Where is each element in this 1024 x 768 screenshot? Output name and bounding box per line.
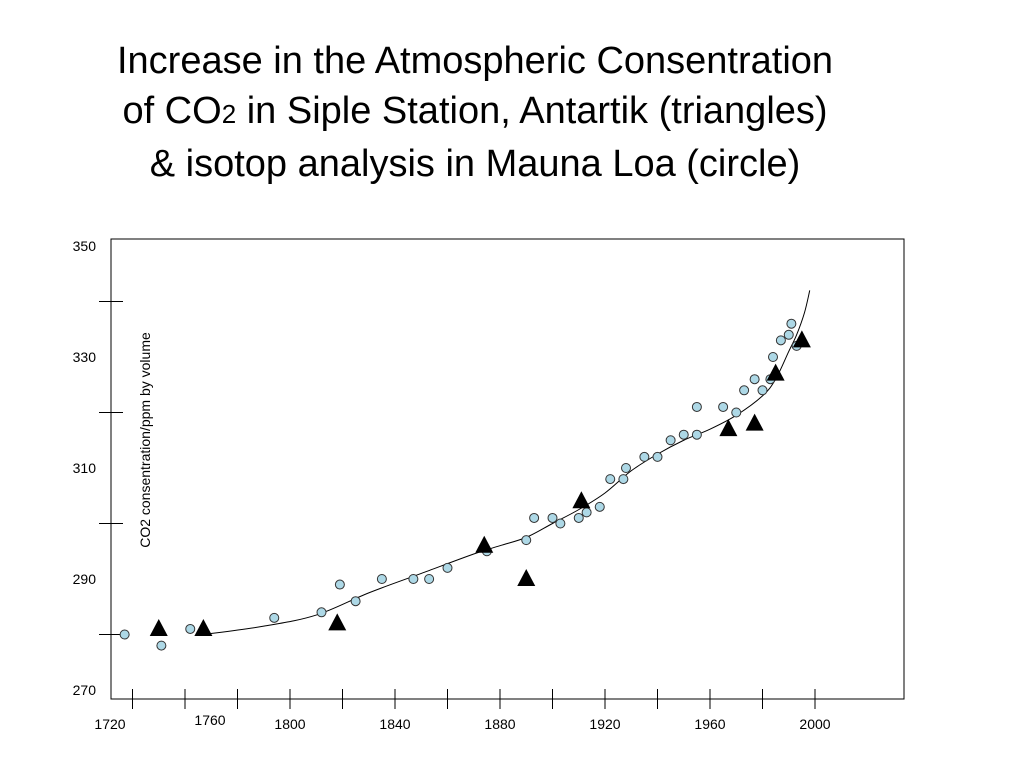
x-tick-label: 1880 — [484, 716, 515, 732]
mauna-loa-point — [665, 435, 676, 446]
mauna-loa-point — [786, 318, 797, 329]
siple-point — [766, 363, 785, 381]
mauna-loa-point — [691, 429, 702, 440]
title-line-2-subscript: 2 — [221, 99, 237, 129]
mauna-loa-point — [442, 562, 453, 573]
x-tick-label: 1760 — [194, 712, 225, 728]
mauna-loa-point — [731, 407, 742, 418]
title-line-2: of CO2 in Siple Station, Antartik (trian… — [40, 86, 910, 139]
mauna-loa-point — [605, 474, 616, 485]
mauna-loa-point — [376, 574, 387, 584]
siple-point — [517, 569, 536, 586]
x-tick-label: 1800 — [274, 716, 305, 732]
x-tick-label: 1720 — [94, 716, 125, 732]
trend-line — [203, 290, 811, 635]
y-axis-label: CO2 consentration/ppm by volume — [137, 332, 153, 548]
mauna-loa-point — [678, 429, 689, 440]
y-tick-label: 350 — [73, 238, 97, 254]
mauna-loa-point — [621, 463, 631, 473]
axes: 1720 1760 1800 1840 1880 1920 1960 2000 270 290 31… — [73, 238, 831, 732]
mauna-loa-point — [521, 535, 532, 546]
mauna-loa-point — [639, 451, 650, 462]
title-line-2-post: in Siple Station, Antartik (triangles) — [236, 90, 828, 132]
mauna-loa-point — [757, 385, 768, 396]
mauna-loa-point — [555, 518, 566, 529]
title-line-1: Increase in the Atmospheric Consentratio… — [116, 40, 834, 82]
mauna-loa-point — [739, 385, 750, 396]
mauna-loa-point — [691, 401, 702, 412]
mauna-loa-point — [749, 374, 760, 385]
siple-point — [719, 419, 738, 437]
siple-point — [745, 413, 764, 431]
title-line-2-pre: of CO — [122, 90, 222, 132]
y-tick-label: 310 — [73, 460, 97, 476]
mauna-loa-point — [573, 512, 584, 523]
siple-point — [792, 330, 811, 348]
y-tick-label: 270 — [73, 682, 97, 698]
mauna-loa-point — [156, 640, 167, 651]
mauna-loa-point — [529, 512, 540, 523]
mauna-loa-point — [652, 451, 663, 462]
mauna-loa-point — [618, 474, 629, 485]
siple-point — [194, 618, 213, 636]
mauna-loa-point — [408, 574, 419, 584]
y-tick-label: 290 — [73, 571, 97, 587]
marks — [119, 290, 811, 651]
mauna-loa-point — [783, 329, 794, 340]
x-tick-label: 1920 — [589, 716, 620, 732]
mauna-loa-point — [350, 596, 361, 607]
siple-point — [328, 613, 347, 631]
mauna-loa-point — [768, 352, 778, 362]
mauna-loa-point — [185, 623, 196, 634]
mauna-loa-point — [594, 501, 605, 512]
x-tick-label: 1840 — [379, 716, 410, 732]
siple-point — [475, 535, 494, 553]
siple-point — [572, 491, 591, 509]
x-tick-label: 2000 — [799, 716, 830, 732]
mauna-loa-point — [775, 335, 786, 346]
mauna-loa-point — [581, 507, 592, 518]
x-tick-label: 1960 — [694, 716, 725, 732]
title-line-3: & isotop analysis in Mauna Loa (circle) — [149, 143, 801, 185]
mauna-loa-point — [269, 612, 280, 623]
mauna-loa-point — [316, 607, 327, 618]
mauna-loa-point — [334, 579, 345, 590]
mauna-loa-point — [547, 512, 558, 523]
chart-title: Increase in the Atmospheric Consentratio… — [40, 36, 910, 189]
mauna-loa-point — [718, 401, 729, 412]
plot-frame — [110, 238, 905, 700]
y-tick-label: 330 — [73, 349, 97, 365]
siple-point — [149, 618, 168, 636]
mauna-loa-point — [119, 629, 130, 640]
mauna-loa-point — [424, 574, 435, 584]
